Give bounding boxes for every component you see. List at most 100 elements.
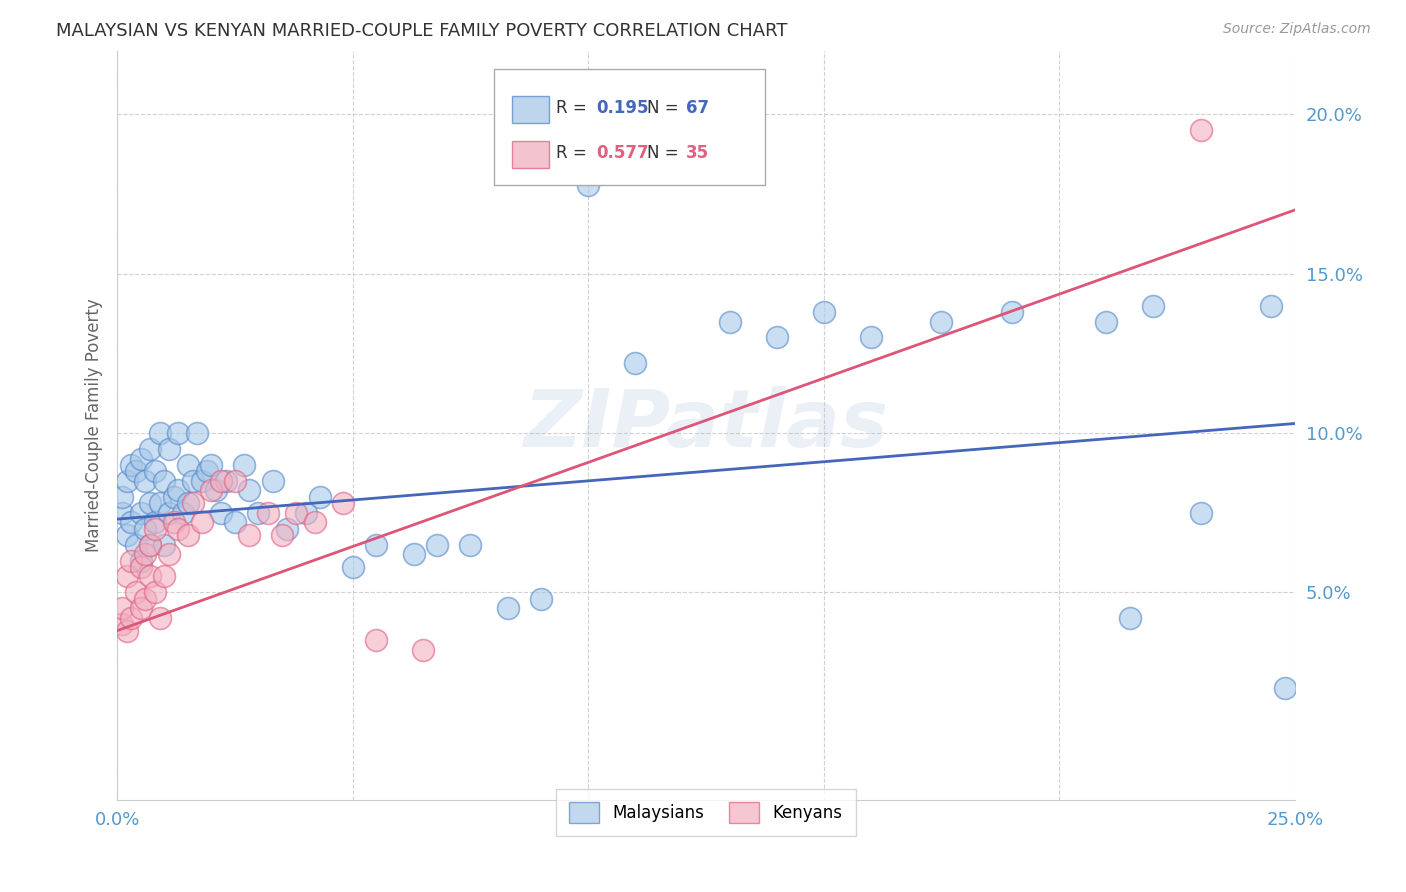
Point — [120, 611, 142, 625]
Point — [129, 553, 152, 567]
Point — [200, 458, 222, 472]
Point — [139, 538, 162, 552]
Point — [238, 528, 260, 542]
Text: 35: 35 — [686, 145, 709, 162]
Point — [1274, 681, 1296, 695]
Point — [111, 506, 134, 520]
Point — [115, 474, 138, 488]
Point — [153, 538, 176, 552]
Point — [1001, 305, 1024, 319]
Point — [1189, 123, 1212, 137]
Point — [813, 305, 835, 319]
Point — [129, 601, 152, 615]
Y-axis label: Married-Couple Family Poverty: Married-Couple Family Poverty — [86, 298, 103, 552]
Text: R =: R = — [557, 99, 592, 118]
Point — [718, 314, 741, 328]
Point — [125, 585, 148, 599]
Point — [181, 496, 204, 510]
Legend: Malaysians, Kenyans: Malaysians, Kenyans — [555, 789, 856, 836]
Point — [143, 464, 166, 478]
Point — [1142, 299, 1164, 313]
Point — [163, 516, 186, 530]
Point — [134, 474, 156, 488]
Text: 0.577: 0.577 — [596, 145, 650, 162]
Point — [120, 553, 142, 567]
Point — [304, 516, 326, 530]
Point — [143, 516, 166, 530]
Point — [1189, 506, 1212, 520]
Point — [1119, 611, 1142, 625]
Point — [1260, 299, 1282, 313]
Point — [308, 490, 330, 504]
Point — [214, 474, 236, 488]
Point — [167, 522, 190, 536]
Point — [120, 516, 142, 530]
Point — [129, 506, 152, 520]
Point — [224, 516, 246, 530]
Point — [271, 528, 294, 542]
Point — [276, 522, 298, 536]
Point — [191, 474, 214, 488]
Point — [177, 458, 200, 472]
Point — [157, 442, 180, 456]
Point — [402, 547, 425, 561]
Point — [125, 464, 148, 478]
Text: N =: N = — [647, 145, 683, 162]
Text: Source: ZipAtlas.com: Source: ZipAtlas.com — [1223, 22, 1371, 37]
Point — [134, 591, 156, 606]
Point — [294, 506, 316, 520]
Text: ZIPatlas: ZIPatlas — [523, 386, 889, 464]
Point — [262, 474, 284, 488]
FancyBboxPatch shape — [512, 141, 550, 169]
Point — [157, 506, 180, 520]
Point — [177, 496, 200, 510]
Point — [859, 330, 882, 344]
Point — [125, 538, 148, 552]
Text: 0.195: 0.195 — [596, 99, 650, 118]
Point — [129, 560, 152, 574]
Point — [167, 483, 190, 498]
Point — [177, 528, 200, 542]
Point — [342, 560, 364, 574]
Point — [172, 506, 194, 520]
Point — [129, 451, 152, 466]
Point — [238, 483, 260, 498]
Text: R =: R = — [557, 145, 592, 162]
Point — [224, 474, 246, 488]
Point — [366, 633, 388, 648]
Point — [139, 442, 162, 456]
Point — [765, 330, 787, 344]
Point — [139, 538, 162, 552]
Point — [426, 538, 449, 552]
Point — [332, 496, 354, 510]
Point — [191, 516, 214, 530]
Point — [209, 506, 232, 520]
Text: N =: N = — [647, 99, 683, 118]
Point — [120, 458, 142, 472]
Point — [186, 426, 208, 441]
Point — [153, 569, 176, 583]
Point — [115, 624, 138, 638]
Point — [115, 528, 138, 542]
Point — [134, 522, 156, 536]
Point — [115, 569, 138, 583]
Text: MALAYSIAN VS KENYAN MARRIED-COUPLE FAMILY POVERTY CORRELATION CHART: MALAYSIAN VS KENYAN MARRIED-COUPLE FAMIL… — [56, 22, 787, 40]
Point — [247, 506, 270, 520]
Point — [496, 601, 519, 615]
Point — [200, 483, 222, 498]
Point — [576, 178, 599, 192]
Point — [149, 496, 172, 510]
Point — [233, 458, 256, 472]
Point — [195, 464, 218, 478]
Point — [931, 314, 953, 328]
FancyBboxPatch shape — [494, 70, 765, 186]
Point — [181, 474, 204, 488]
Point — [143, 522, 166, 536]
Point — [134, 547, 156, 561]
Point — [111, 490, 134, 504]
Point — [111, 617, 134, 632]
Point — [460, 538, 482, 552]
Point — [143, 585, 166, 599]
Point — [624, 356, 647, 370]
Point — [1095, 314, 1118, 328]
